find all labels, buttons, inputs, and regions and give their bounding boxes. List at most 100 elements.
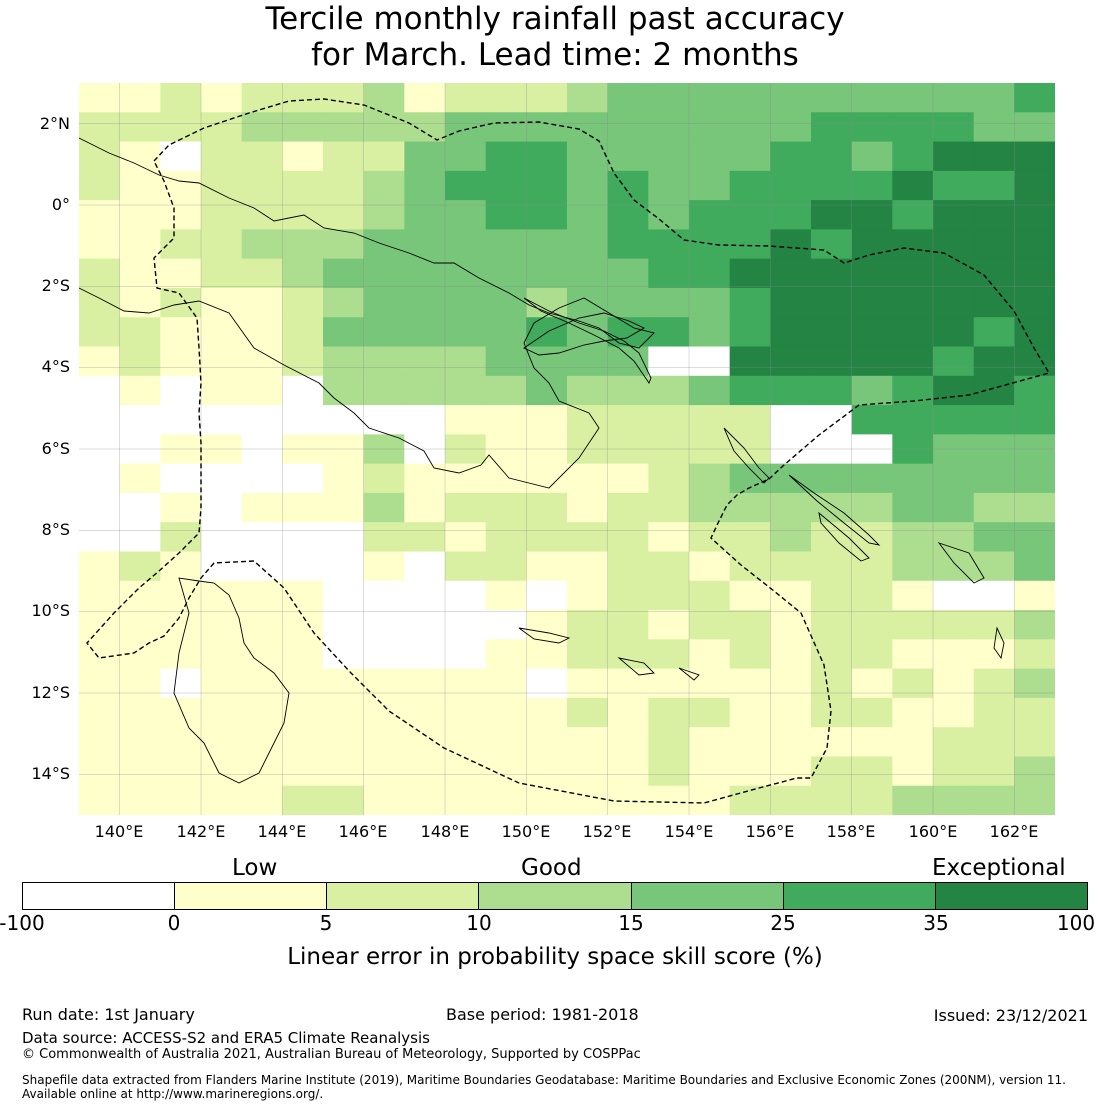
skill-cell — [363, 551, 405, 582]
skill-cell — [892, 112, 934, 143]
skill-cell — [485, 258, 527, 289]
colorbar-segment-2 — [175, 883, 328, 909]
skill-cell — [689, 668, 731, 699]
skill-cell — [282, 317, 324, 348]
skill-cell — [485, 375, 527, 406]
skill-cell — [404, 200, 446, 230]
skill-cell — [404, 141, 446, 172]
skill-cell — [689, 405, 731, 435]
skill-cell — [567, 200, 609, 230]
colorbar-tick-25: 25 — [770, 911, 796, 935]
skill-cell — [567, 229, 609, 260]
skill-cell — [241, 785, 283, 815]
skill-cell — [811, 522, 853, 553]
skill-cell — [160, 463, 202, 494]
skill-cell — [851, 258, 893, 289]
skill-cell — [770, 287, 812, 318]
skill-cell — [282, 83, 324, 113]
skill-cell — [770, 258, 812, 289]
skill-cell — [119, 668, 161, 699]
skill-cell — [892, 785, 934, 815]
skill-cell — [1014, 463, 1055, 494]
skill-cell — [770, 434, 812, 465]
skill-cell — [811, 83, 853, 113]
skill-cell — [323, 170, 365, 201]
skill-cell — [607, 434, 649, 465]
skill-cell — [323, 785, 365, 815]
lon-label-152e: 152°E — [582, 822, 632, 841]
skill-cell — [323, 697, 365, 728]
skill-cell — [689, 639, 731, 670]
skill-cell — [607, 258, 649, 289]
skill-cell — [729, 785, 771, 815]
skill-cell — [323, 580, 365, 611]
skill-cell — [241, 375, 283, 406]
skill-cell — [241, 727, 283, 758]
skill-cell — [567, 463, 609, 494]
skill-cell — [851, 317, 893, 348]
skill-cell — [851, 287, 893, 318]
skill-cell — [607, 492, 649, 523]
data-source: Data source: ACCESS-S2 and ERA5 Climate … — [22, 1029, 430, 1047]
skill-cell — [811, 551, 853, 582]
skill-cell — [1014, 727, 1055, 758]
skill-cell — [485, 405, 527, 435]
skill-cell — [892, 668, 934, 699]
skill-cell — [892, 170, 934, 201]
skill-cell — [282, 785, 324, 815]
skill-cell — [79, 610, 121, 640]
skill-cell — [689, 112, 731, 143]
skill-cell — [79, 492, 121, 523]
skill-cell — [445, 317, 487, 348]
cape-york-coastline — [173, 577, 290, 784]
skill-cell — [282, 463, 324, 494]
skill-cell — [933, 668, 975, 699]
skill-cell — [973, 785, 1015, 815]
skill-cell — [363, 141, 405, 172]
skill-cell — [973, 756, 1015, 787]
skill-cell — [607, 83, 649, 113]
skill-cell — [851, 727, 893, 758]
skill-cell — [241, 697, 283, 728]
skill-cell — [241, 492, 283, 523]
skill-cell — [241, 346, 283, 377]
skill-cell — [241, 200, 283, 230]
skill-cell — [160, 287, 202, 318]
lon-label-160e: 160°E — [908, 822, 958, 841]
skill-cell — [79, 170, 121, 201]
skill-cell — [567, 170, 609, 201]
skill-cell — [648, 522, 690, 553]
skill-cell — [363, 492, 405, 523]
skill-cell — [892, 610, 934, 640]
skill-cell — [648, 405, 690, 435]
skill-cell — [770, 200, 812, 230]
skill-cell — [79, 668, 121, 699]
skill-cell — [811, 200, 853, 230]
skill-cell — [485, 112, 527, 143]
skill-cell — [567, 112, 609, 143]
skill-cell — [729, 463, 771, 494]
skill-cell — [729, 346, 771, 377]
skill-cell — [201, 639, 243, 670]
skill-cell — [485, 522, 527, 553]
skill-cell — [892, 405, 934, 435]
skill-cell — [851, 492, 893, 523]
skill-cell — [201, 522, 243, 553]
skill-cell — [567, 697, 609, 728]
skill-cell — [1014, 756, 1055, 787]
skill-cell — [119, 83, 161, 113]
new-britain-coastline — [523, 312, 645, 356]
skill-cell — [607, 317, 649, 348]
skill-cell — [973, 610, 1015, 640]
skill-cell — [689, 375, 731, 406]
skill-cell — [811, 170, 853, 201]
skill-cell — [79, 405, 121, 435]
colorbar-tick-15: 15 — [618, 911, 644, 935]
skill-cell — [648, 756, 690, 787]
skill-cell — [811, 317, 853, 348]
skill-cell — [567, 551, 609, 582]
skill-cell — [241, 258, 283, 289]
skill-cell — [323, 375, 365, 406]
skill-cell — [973, 170, 1015, 201]
skill-cell — [119, 170, 161, 201]
